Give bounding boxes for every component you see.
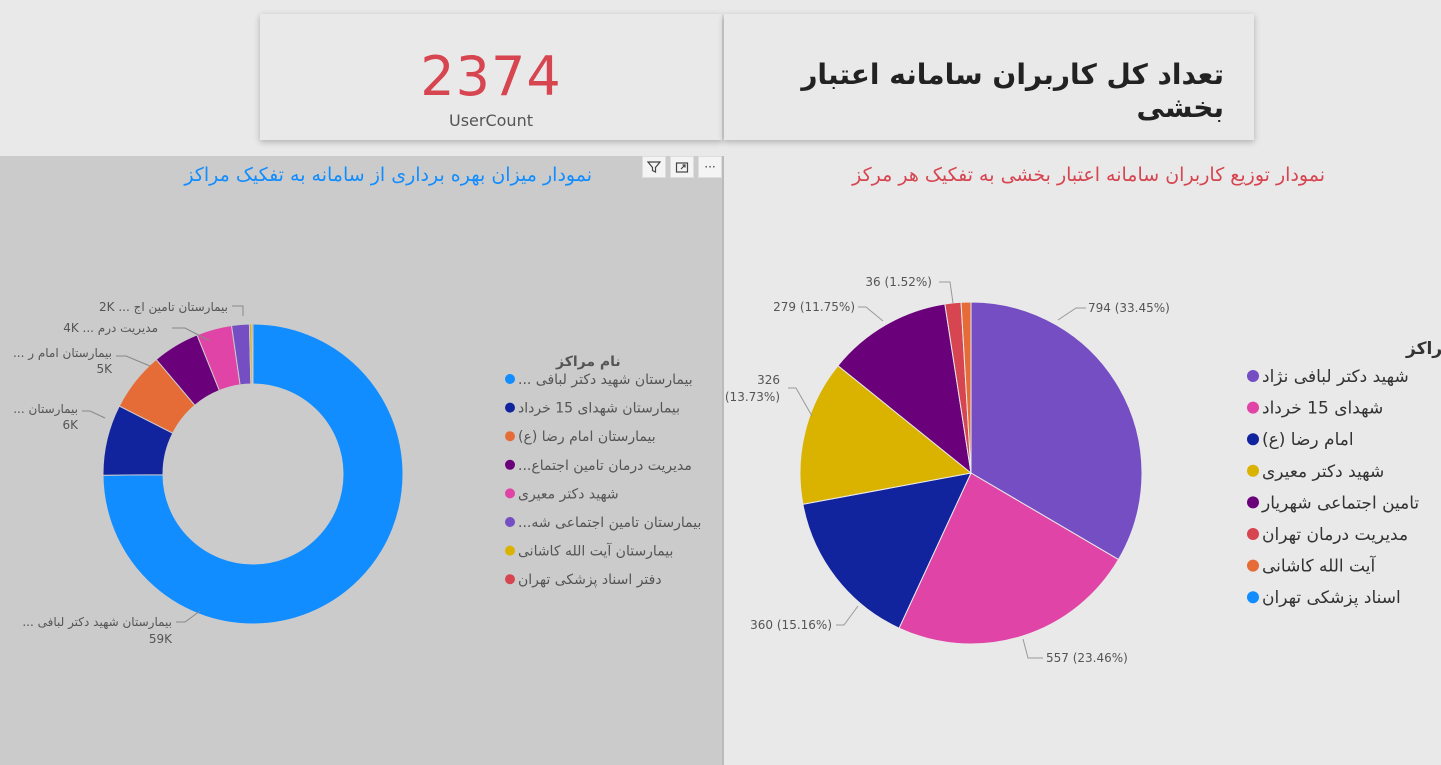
pie-label-36: 36 (1.52%): [865, 275, 932, 289]
focus-mode-icon[interactable]: [670, 156, 694, 178]
donut-slice-7[interactable]: [251, 323, 254, 385]
pie-legend-item[interactable]: شهید دکتر لبافی نژاد: [1262, 367, 1409, 387]
donut-label-5k: 5K: [96, 362, 113, 376]
legend-marker: [505, 545, 515, 556]
legend-marker: [505, 459, 515, 470]
legend-marker: [1247, 559, 1259, 572]
pie-legend-item[interactable]: تامین اجتماعی شهریار: [1261, 493, 1419, 513]
legend-marker: [505, 517, 515, 527]
legend-marker: [1247, 401, 1259, 414]
donut-legend-item[interactable]: بیمارستان شهید دکتر لبافی ...: [518, 372, 693, 388]
donut-label-5k-name: ... بیمارستان امام ر: [13, 346, 112, 361]
legend-marker: [505, 488, 515, 499]
donut-legend-title: نام مراکز: [555, 354, 621, 370]
pie-slice-3[interactable]: [799, 364, 973, 505]
legend-marker: [505, 374, 515, 384]
donut-legend-item[interactable]: دفتر اسناد پزشکی تهران: [518, 572, 662, 588]
donut-chart-panel[interactable]: نمودار میزان بهره برداری از سامانه به تف…: [0, 156, 724, 765]
donut-legend-item[interactable]: بیمارستان امام رضا (ع): [518, 429, 656, 445]
pie-label-326-pct: (13.73%): [726, 390, 780, 404]
pie-slice-1[interactable]: [898, 472, 1120, 645]
pie-legend-item[interactable]: مدیریت درمان تهران: [1262, 525, 1408, 545]
donut-legend: نام مراکز بیمارستان شهید دکتر لبافی ... بی…: [505, 354, 701, 588]
pie-legend-title: توزیع کاربران در مراکز: [1405, 339, 1441, 359]
pie-slice-0[interactable]: [970, 301, 1143, 561]
pie-legend-item[interactable]: امام رضا (ع): [1262, 430, 1354, 450]
legend-marker: [505, 431, 515, 442]
more-options-icon[interactable]: ···: [698, 156, 722, 178]
donut-legend-item[interactable]: بیمارستان شهدای 15 خرداد: [518, 401, 680, 417]
pie-slice-4[interactable]: [837, 303, 972, 475]
pie-legend-item[interactable]: آیت الله کاشانی: [1262, 555, 1376, 577]
pie-label-557: 557 (23.46%): [1046, 651, 1128, 665]
visual-toolbar: ···: [642, 156, 722, 178]
donut-slice-0[interactable]: [102, 323, 404, 625]
donut-chart: 2K ... بیمارستان تامین اج 4K ... مدیریت د…: [13, 300, 701, 646]
pie-chart-title: نمودار توزیع کاربران سامانه اعتبار بخشی …: [852, 164, 1325, 186]
legend-marker: [505, 402, 515, 413]
pie-label-326: 326: [757, 373, 780, 387]
donut-label-59k-name: ... بیمارستان شهید دکتر لبافی: [22, 615, 172, 630]
donut-label-6k: 6K: [62, 418, 79, 432]
donut-label-59k: 59K: [149, 632, 173, 646]
legend-marker: [1247, 528, 1259, 540]
page-title: تعداد کل کاربران سامانه اعتبار بخشی: [801, 58, 1224, 124]
donut-legend-item[interactable]: مدیریت درمان تامین اجتماع...: [518, 458, 692, 474]
pie-label-360: 360 (15.16%): [750, 618, 832, 632]
pie-chart-panel[interactable]: نمودار توزیع کاربران سامانه اعتبار بخشی …: [726, 156, 1441, 765]
pie-legend-item[interactable]: شهدای 15 خرداد: [1262, 399, 1383, 419]
pie-slice-6[interactable]: [960, 301, 972, 474]
donut-label-4k: 4K ... مدیریت درم: [63, 321, 158, 336]
pie-label-794: 794 (33.45%): [1088, 301, 1170, 315]
kpi-value: 2374: [420, 45, 562, 108]
pie-slice-2[interactable]: [802, 472, 972, 629]
legend-marker: [1247, 464, 1259, 477]
pie-label-279: 279 (11.75%): [773, 300, 855, 314]
pie-chart: 794 (33.45%) 557 (23.46%) 360 (15.16%) 326 (…: [726, 275, 1441, 665]
donut-legend-item[interactable]: بیمارستان آیت الله کاشانی: [518, 543, 673, 560]
kpi-label: UserCount: [449, 111, 533, 130]
filter-icon[interactable]: [642, 156, 666, 178]
donut-chart-title: نمودار میزان بهره برداری از سامانه به تف…: [184, 164, 592, 186]
donut-data-labels: 2K ... بیمارستان تامین اج 4K ... مدیریت د…: [13, 300, 244, 646]
legend-marker: [505, 574, 515, 585]
donut-legend-item[interactable]: شهید دکتر معیری: [518, 486, 619, 502]
legend-marker: [1247, 433, 1259, 446]
kpi-card[interactable]: 2374 UserCount: [260, 14, 722, 140]
legend-marker: [1247, 591, 1259, 604]
pie-legend-item[interactable]: شهید دکتر معیری: [1262, 462, 1384, 482]
pie-data-labels: 794 (33.45%) 557 (23.46%) 360 (15.16%) 326 (…: [726, 275, 1170, 665]
pie-legend: توزیع کاربران در مراکز شهید دکتر لبافی نژ…: [1247, 339, 1441, 608]
donut-label-2k: 2K ... بیمارستان تامین اج: [99, 300, 228, 315]
pie-legend-item[interactable]: اسناد پزشکی تهران: [1262, 588, 1401, 608]
legend-marker: [1247, 496, 1259, 509]
title-card: تعداد کل کاربران سامانه اعتبار بخشی: [724, 14, 1254, 140]
donut-legend-item[interactable]: بیمارستان تامین اجتماعی شه...: [518, 515, 701, 531]
legend-marker: [1247, 370, 1259, 382]
donut-label-6k-name: ... بیمارستان: [13, 402, 78, 417]
